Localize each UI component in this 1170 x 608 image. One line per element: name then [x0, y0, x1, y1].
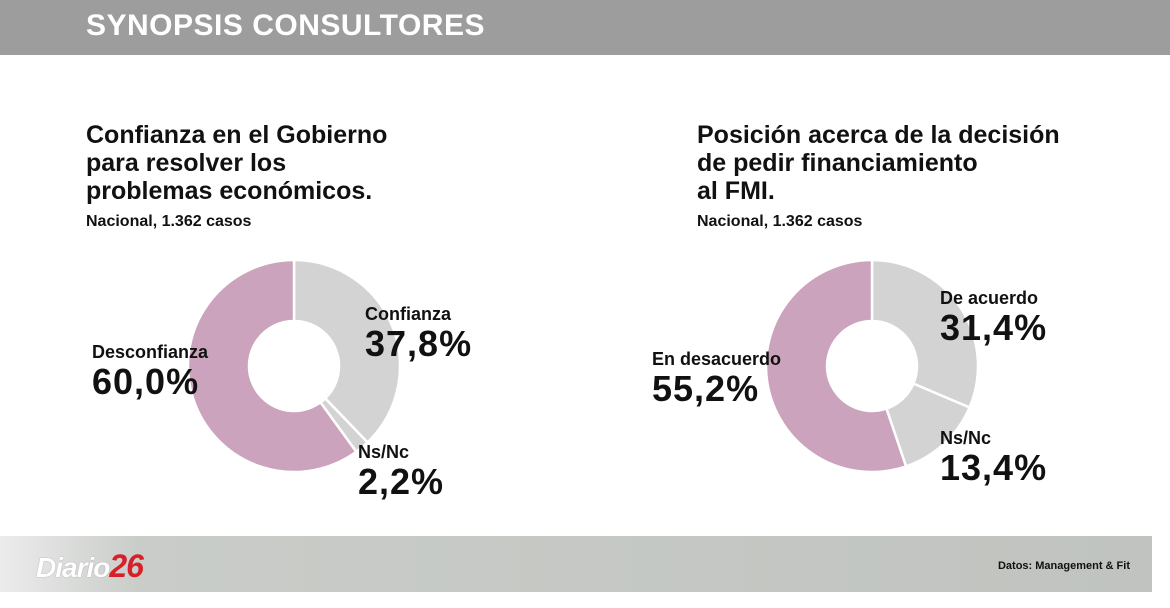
slice-label-text: De acuerdo	[940, 288, 1039, 308]
chart-2-label-nsnc: Ns/Nc 13,4%	[940, 427, 1047, 487]
slice-value: 13,4%	[940, 447, 1048, 488]
slice-label-text: Ns/Nc	[940, 428, 992, 448]
slice-value: 60,0%	[92, 361, 200, 402]
donut-slice-desconfianza	[186, 258, 359, 474]
footer-bar: Diario26 Datos: Management & Fit	[0, 536, 1152, 592]
slice-value: 2,2%	[358, 461, 445, 502]
slice-label-text: Confianza	[365, 304, 452, 324]
chart-1-title: Confianza en el Gobierno para resolver l…	[86, 121, 387, 205]
chart-1-label-desconfianza: Desconfianza 60,0%	[92, 341, 208, 401]
chart-1-title-line: problemas económicos.	[86, 177, 373, 205]
header-title: SYNOPSIS CONSULTORES	[86, 9, 485, 42]
chart-1-subtitle: Nacional, 1.362 casos	[86, 213, 252, 230]
chart-2-label-de-acuerdo: De acuerdo 31,4%	[940, 287, 1047, 347]
chart-2-title: Posición acerca de la decisión de pedir …	[697, 121, 1060, 205]
chart-1-title-line: Confianza en el Gobierno	[86, 121, 388, 149]
donut-slice-en-desacuerdo	[764, 258, 908, 474]
slice-label-text: Desconfianza	[92, 342, 209, 362]
chart-2-donut	[764, 258, 980, 474]
chart-1-donut	[186, 258, 402, 474]
chart-1-label-nsnc: Ns/Nc 2,2%	[358, 441, 444, 501]
chart-2-subtitle: Nacional, 1.362 casos	[697, 213, 863, 230]
chart-2-title-line: Posición acerca de la decisión	[697, 121, 1060, 149]
diario26-logo: Diario26	[36, 548, 144, 585]
slice-value: 37,8%	[365, 323, 473, 364]
slice-label-text: En desacuerdo	[652, 349, 782, 369]
chart-2-title-line: de pedir financiamiento	[697, 149, 978, 177]
logo-number: 26	[109, 548, 144, 584]
chart-2-title-line: al FMI.	[697, 177, 775, 205]
logo-text: Diario	[36, 552, 110, 583]
slice-value: 31,4%	[940, 307, 1048, 348]
chart-1-title-line: para resolver los	[86, 149, 287, 177]
header-bar: SYNOPSIS CONSULTORES	[0, 0, 1170, 55]
slice-value: 55,2%	[652, 368, 760, 409]
slice-label-text: Ns/Nc	[358, 442, 410, 462]
data-source: Datos: Management & Fit	[997, 560, 1130, 572]
donut-slice-de-acuerdo	[870, 258, 980, 410]
chart-2-label-en-desacuerdo: En desacuerdo 55,2%	[652, 348, 781, 408]
donut-slice-confianza	[292, 258, 402, 445]
chart-1-label-confianza: Confianza 37,8%	[365, 303, 472, 363]
